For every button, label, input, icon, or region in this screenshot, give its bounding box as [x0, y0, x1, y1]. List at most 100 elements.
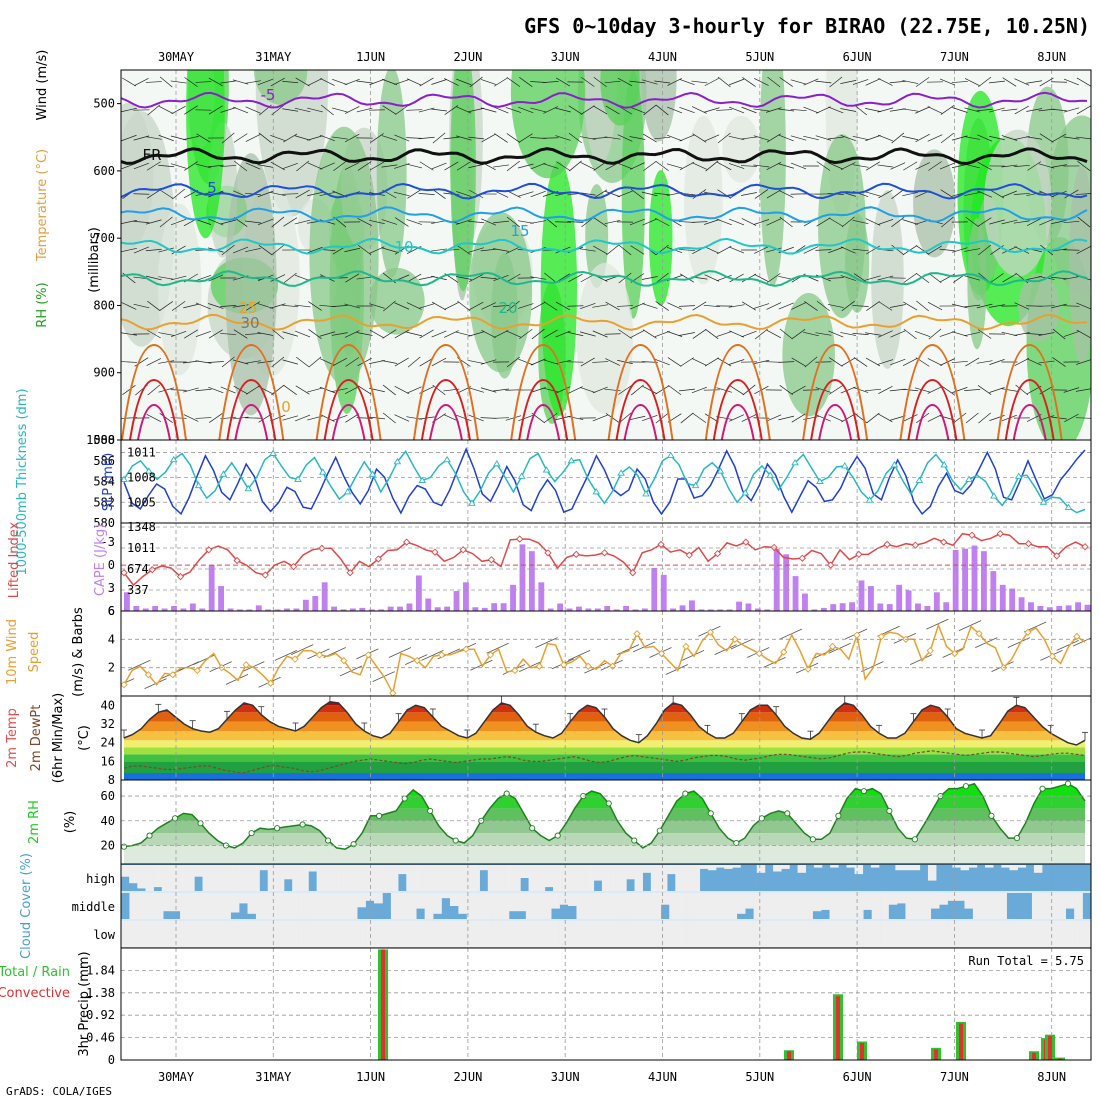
wind-barb: [568, 273, 583, 283]
cloud-bar: [593, 893, 603, 919]
cloud-bar: [129, 921, 139, 947]
wind-barb: [506, 300, 520, 312]
cloud-bar: [365, 865, 374, 891]
cloud-bar: [773, 865, 782, 872]
cloud-bar: [315, 921, 324, 947]
wind-barb: [519, 328, 533, 340]
y-tick-label: 8: [108, 773, 115, 787]
wind-barb: [295, 414, 311, 422]
cape-bar: [1056, 606, 1063, 611]
cloud-bar: [495, 865, 505, 891]
wind-barb: [629, 218, 645, 226]
warm-isotherm: [234, 403, 269, 440]
wind-barb: [220, 305, 237, 307]
cloud-bar: [306, 893, 316, 919]
wind-barb: [456, 78, 472, 86]
wind-barb: [1064, 189, 1079, 199]
rh-shading: [225, 153, 277, 416]
wind-barb: [530, 107, 547, 113]
wind-barb: [419, 77, 434, 87]
data-point: [487, 556, 496, 564]
wind-barb: [158, 276, 175, 280]
wind-barb: [852, 387, 869, 393]
wind-barb: [1076, 245, 1091, 255]
cloud-bar: [525, 921, 535, 947]
wind-barb: [1013, 220, 1030, 224]
cape-bar: [1046, 607, 1053, 611]
cape-bar: [1065, 605, 1072, 611]
wind-barb: [542, 81, 559, 83]
wind-barb: [544, 272, 558, 284]
wind-barb: [940, 385, 955, 395]
data-point: [666, 451, 675, 459]
wind-barb: [555, 77, 571, 87]
wind-barb: [691, 162, 707, 170]
wind-barb: [195, 417, 212, 419]
wind-barb: [183, 303, 199, 309]
cloud-bar: [230, 921, 240, 947]
wind-barb: [927, 134, 943, 142]
data-point: [853, 631, 861, 639]
wind-barb: [866, 301, 880, 311]
data-point: [535, 662, 543, 670]
wind-barb: [604, 136, 621, 140]
cloud-bar: [795, 921, 805, 947]
wind-barb: [146, 358, 162, 366]
cloud-bar: [728, 921, 738, 947]
wind-barb: [245, 134, 261, 142]
wind-barb: [816, 300, 830, 312]
wind-barb: [172, 188, 186, 200]
cape-bar: [952, 549, 959, 611]
wind-barb: [890, 330, 906, 338]
wind-barb: [915, 133, 930, 143]
cape-bar: [623, 606, 629, 611]
cloud-bar: [239, 893, 248, 904]
wind-barb: [692, 301, 707, 311]
cape-bar: [1009, 588, 1016, 611]
isotherm-line: [121, 147, 1088, 166]
wind-barb: [1013, 164, 1030, 168]
wind-barb: [865, 245, 881, 255]
wind-barb: [344, 386, 360, 394]
wind-barb: [356, 80, 373, 84]
wind-barb: [344, 247, 361, 253]
wind-barb: [630, 329, 645, 339]
wind-barb: [381, 219, 398, 225]
cloud-bar: [635, 921, 645, 947]
warm-isotherm: [810, 378, 861, 440]
warm-isotherm: [996, 343, 1063, 440]
wind-barb: [543, 329, 558, 339]
wind-barb: [456, 219, 472, 225]
cloud-bar: [724, 865, 733, 869]
wind-barb: [393, 191, 410, 197]
wind-barb: [915, 77, 930, 87]
cape-bar: [999, 584, 1006, 611]
wind-barb: [965, 412, 979, 424]
wind-barb: [282, 415, 298, 421]
data-point: [443, 455, 451, 463]
cloud-bar: [593, 921, 603, 947]
cloud-bar: [414, 865, 423, 891]
wind-barb: [852, 248, 869, 252]
cloud-bar: [985, 865, 994, 868]
cloud-bar: [422, 865, 432, 891]
wind-barb: [593, 105, 608, 115]
wind-barb: [1063, 136, 1080, 140]
cloud-bar: [968, 865, 978, 868]
wind-barb: [394, 385, 410, 395]
cloud-bar: [812, 893, 822, 912]
wind-barb: [147, 104, 161, 116]
data-point: [968, 531, 976, 539]
wind-barb: [158, 332, 175, 336]
cape-bar: [576, 606, 582, 611]
wind-barb: [257, 303, 274, 309]
wind-barb: [221, 356, 235, 368]
wind-barb: [965, 357, 980, 367]
cloud-bar: [998, 921, 1007, 947]
cloud-bar: [210, 865, 220, 891]
cape-bar: [510, 584, 516, 611]
rh-shading: [759, 70, 786, 287]
y-tick-label: 0.92: [86, 1008, 115, 1022]
cloud-bar: [854, 921, 864, 947]
wind-barb: [518, 106, 534, 114]
